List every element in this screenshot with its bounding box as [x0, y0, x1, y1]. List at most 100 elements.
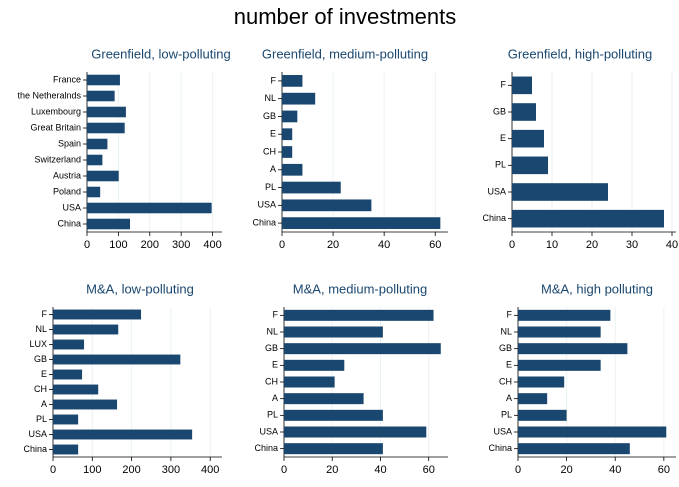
y-tick-label: E — [270, 129, 276, 139]
bar — [53, 444, 79, 455]
bar — [518, 426, 667, 438]
bar — [282, 75, 303, 87]
x-tick-label: 100 — [109, 239, 127, 251]
x-tick-label: 0 — [84, 239, 90, 251]
y-tick-label: Great Britain — [30, 122, 81, 132]
y-tick-label: F — [42, 309, 48, 319]
y-tick-label: F — [273, 310, 279, 320]
y-tick-label: PL — [36, 414, 47, 424]
bar — [87, 106, 126, 118]
bar — [282, 181, 341, 194]
y-tick-label: LUX — [29, 339, 47, 349]
y-tick-label: CH — [263, 146, 276, 156]
y-tick-label: China — [254, 443, 278, 453]
y-tick-label: PL — [265, 182, 276, 192]
x-tick-label: 40 — [666, 239, 678, 251]
x-tick-label: 40 — [378, 239, 390, 251]
bar — [87, 202, 212, 214]
x-tick-label: 20 — [560, 464, 572, 476]
bar — [282, 217, 441, 229]
panel-title: M&A, medium-polluting — [293, 281, 427, 296]
x-tick-label: 60 — [429, 239, 441, 251]
bar — [518, 393, 548, 405]
bar — [284, 359, 345, 371]
bar — [87, 154, 103, 166]
y-tick-label: PL — [501, 410, 512, 420]
panel-title: Greenfield, high-polluting — [508, 46, 653, 61]
bar — [512, 156, 548, 175]
bar — [284, 376, 335, 388]
y-tick-label: GB — [265, 343, 278, 353]
y-tick-label: F — [271, 75, 277, 85]
bar — [284, 426, 427, 438]
bar — [518, 326, 601, 338]
x-tick-label: 40 — [609, 464, 621, 476]
y-tick-label: USA — [28, 429, 47, 439]
bar — [284, 309, 434, 321]
bar — [284, 443, 383, 455]
y-tick-label: CH — [34, 384, 47, 394]
y-tick-label: China — [252, 217, 276, 227]
y-tick-label: E — [506, 360, 512, 370]
y-tick-label: A — [270, 164, 276, 174]
bar — [282, 110, 298, 123]
bar — [282, 199, 372, 212]
bar — [53, 429, 193, 440]
bar — [87, 74, 120, 86]
bar — [87, 138, 108, 150]
bar — [87, 122, 125, 134]
y-tick-label: USA — [487, 186, 506, 196]
bar — [512, 103, 536, 121]
bar — [512, 129, 544, 148]
bar — [518, 343, 628, 355]
panel-title: Greenfield, medium-polluting — [262, 46, 428, 61]
bar — [87, 186, 101, 198]
bar — [53, 309, 142, 320]
bar — [53, 414, 79, 425]
panel-title: M&A, high polluting — [541, 281, 653, 296]
bar — [53, 354, 181, 365]
bar — [53, 324, 119, 335]
y-tick-label: USA — [259, 426, 278, 436]
bar — [518, 409, 567, 421]
x-tick-label: 60 — [423, 464, 435, 476]
x-tick-label: 10 — [546, 239, 558, 251]
x-tick-label: 0 — [281, 464, 287, 476]
x-tick-label: 300 — [162, 464, 180, 476]
y-tick-label: GB — [499, 343, 512, 353]
bar — [284, 409, 383, 421]
x-tick-label: 0 — [515, 464, 521, 476]
y-tick-label: the Netheralnds — [17, 90, 81, 100]
y-tick-label: USA — [493, 426, 512, 436]
y-tick-label: CH — [499, 376, 512, 386]
x-tick-label: 30 — [626, 239, 638, 251]
y-tick-label: NL — [35, 324, 47, 334]
bar — [512, 209, 664, 228]
y-tick-label: E — [500, 133, 506, 143]
bar — [282, 163, 303, 176]
x-tick-label: 300 — [172, 239, 190, 251]
y-tick-label: F — [507, 310, 513, 320]
y-tick-label: China — [57, 218, 81, 228]
y-tick-label: F — [501, 80, 507, 90]
bar — [284, 393, 364, 405]
y-tick-label: Spain — [58, 138, 81, 148]
panel-title: M&A, low-polluting — [86, 281, 194, 296]
y-tick-label: USA — [62, 202, 81, 212]
x-tick-label: 0 — [279, 239, 285, 251]
bar — [53, 399, 118, 410]
y-tick-label: A — [272, 393, 278, 403]
bar — [53, 339, 85, 350]
bar — [282, 146, 293, 158]
bar — [53, 384, 99, 395]
y-tick-label: CH — [265, 376, 278, 386]
x-tick-label: 0 — [509, 239, 515, 251]
y-tick-label: Poland — [53, 186, 81, 196]
x-tick-label: 40 — [374, 464, 386, 476]
bar — [53, 369, 83, 380]
y-tick-label: NL — [264, 93, 276, 103]
x-tick-label: 20 — [327, 239, 339, 251]
bar — [87, 90, 115, 102]
y-tick-label: NL — [266, 326, 278, 336]
